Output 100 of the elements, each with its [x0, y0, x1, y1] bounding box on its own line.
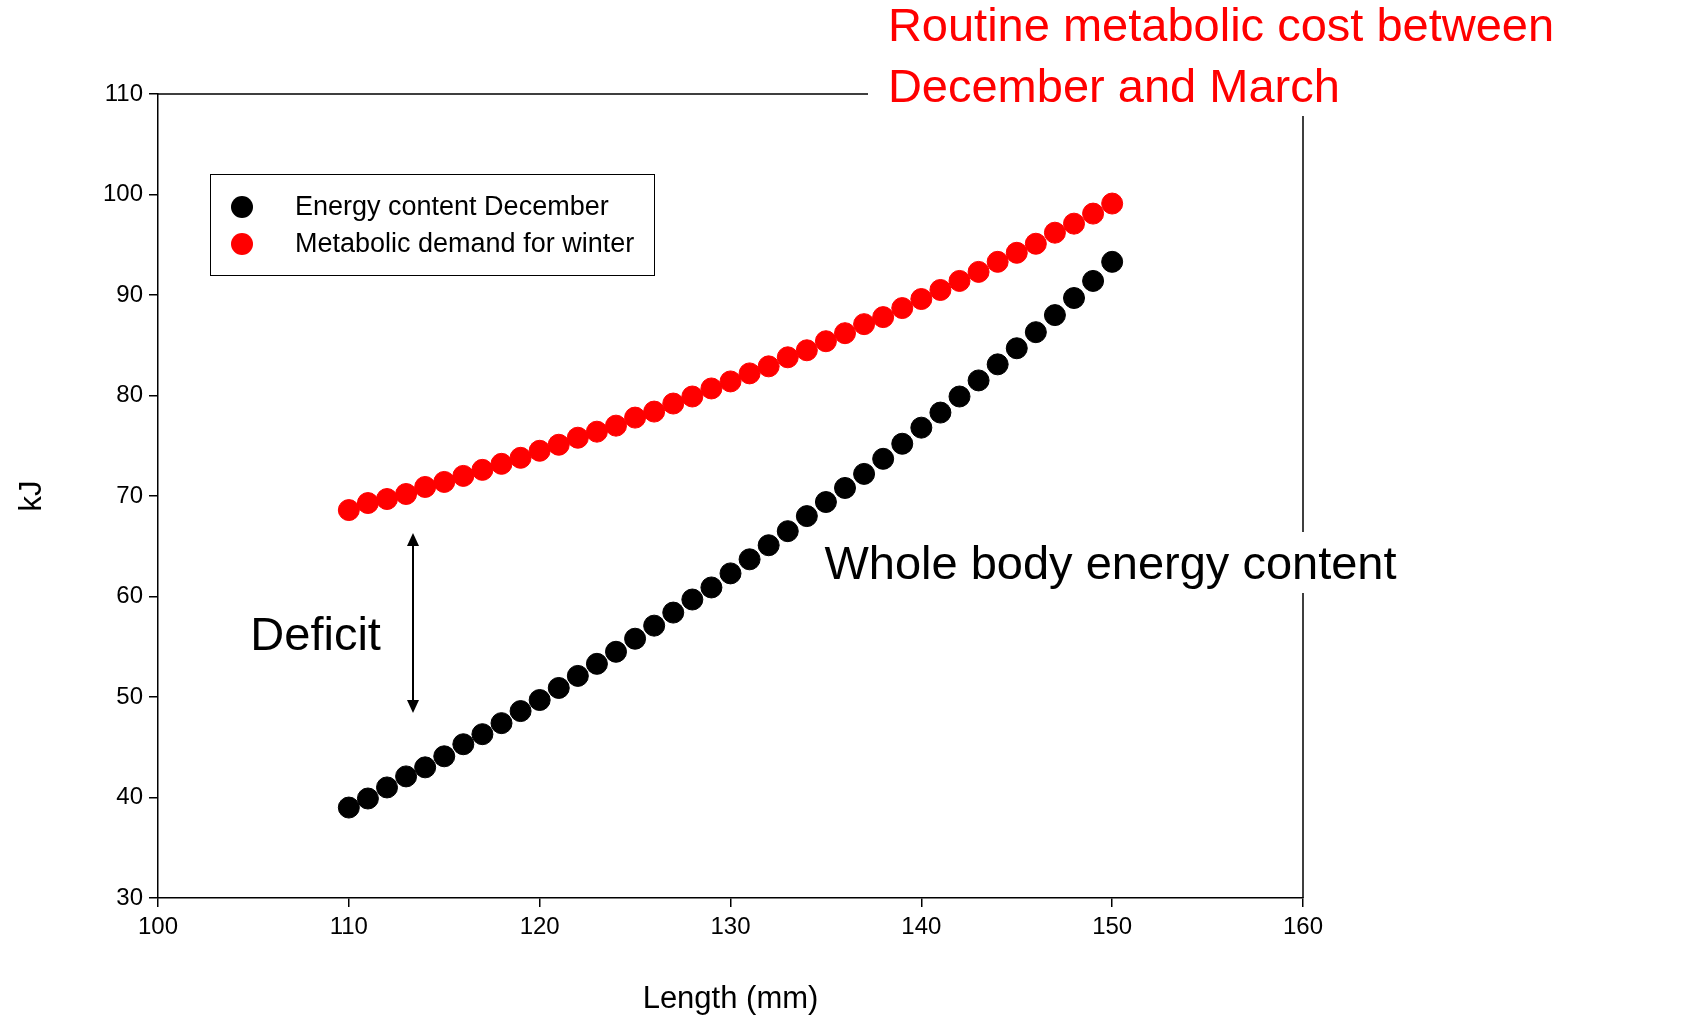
point	[643, 614, 666, 637]
point	[853, 313, 876, 336]
y-tick-label: 60	[116, 581, 143, 609]
point	[700, 377, 723, 400]
point	[891, 432, 914, 455]
point	[356, 492, 379, 515]
point	[528, 439, 551, 462]
point	[1101, 192, 1124, 215]
point	[757, 355, 780, 378]
point	[1082, 202, 1105, 225]
point	[719, 562, 742, 585]
x-tick-label: 140	[901, 912, 942, 940]
point	[1043, 221, 1066, 244]
point	[738, 362, 761, 385]
x-tick-label: 120	[519, 912, 560, 940]
point	[1101, 250, 1124, 273]
point	[662, 601, 685, 624]
point	[376, 776, 398, 799]
y-tick-label: 100	[102, 179, 143, 207]
point	[872, 306, 895, 329]
point	[738, 548, 761, 571]
point	[891, 297, 914, 320]
x-tick-label: 160	[1282, 912, 1324, 940]
point	[547, 433, 570, 456]
point	[490, 712, 513, 735]
point	[605, 640, 627, 663]
y-tick-label: 50	[116, 681, 143, 709]
point	[910, 416, 933, 439]
point	[814, 491, 837, 514]
point	[395, 765, 418, 788]
point	[1063, 287, 1085, 310]
point	[814, 330, 837, 353]
point	[509, 446, 532, 469]
legend-label: Energy content December	[295, 191, 609, 222]
point	[834, 322, 856, 345]
point	[986, 250, 1009, 273]
point	[356, 787, 379, 810]
point	[414, 475, 437, 498]
point	[643, 400, 666, 423]
y-axis-title: kJ	[13, 480, 49, 512]
point	[719, 370, 742, 393]
point	[834, 476, 856, 499]
point	[452, 733, 475, 756]
x-tick-label: 100	[137, 912, 179, 940]
point	[337, 499, 360, 522]
annotation: Whole body energy content	[816, 532, 1405, 594]
point	[1005, 337, 1028, 360]
point	[700, 576, 723, 599]
point	[929, 401, 952, 424]
point	[1043, 304, 1066, 327]
x-tick-label: 130	[710, 912, 751, 940]
x-tick-label: 110	[329, 912, 368, 940]
point	[967, 260, 990, 283]
point	[986, 353, 1009, 376]
point	[605, 414, 627, 437]
point	[509, 700, 532, 723]
point	[433, 470, 456, 493]
point	[853, 462, 876, 485]
point	[337, 796, 360, 819]
y-tick-label: 30	[116, 882, 143, 910]
point	[624, 627, 647, 650]
y-tick-label: 90	[116, 279, 143, 307]
point	[948, 269, 971, 292]
annotation: Routine metabolic cost between December and March	[867, 0, 1648, 117]
point	[662, 392, 685, 415]
point	[471, 723, 494, 746]
point	[471, 458, 494, 481]
legend-label: Metabolic demand for winter	[295, 228, 635, 259]
point	[624, 406, 647, 429]
annotation: Deficit	[250, 605, 381, 662]
point	[547, 676, 570, 699]
point	[376, 488, 398, 511]
point	[1024, 232, 1047, 255]
point	[1063, 212, 1085, 235]
x-axis-title: Length (mm)	[642, 979, 819, 1015]
y-tick-label: 70	[116, 480, 143, 508]
point	[795, 339, 818, 362]
point	[414, 756, 437, 779]
point	[1082, 269, 1105, 292]
point	[585, 420, 608, 443]
point	[566, 426, 589, 449]
point	[872, 447, 895, 470]
x-tick-label: 150	[1092, 912, 1133, 940]
point	[452, 464, 475, 487]
point	[681, 385, 704, 408]
y-tick-label: 80	[116, 380, 143, 408]
y-tick-label: 110	[104, 78, 143, 106]
point	[929, 278, 952, 301]
point	[967, 369, 990, 392]
point	[776, 520, 799, 543]
point	[795, 505, 818, 528]
point	[1005, 241, 1028, 264]
point	[681, 588, 704, 611]
point	[776, 346, 799, 369]
point	[757, 534, 780, 557]
point	[948, 385, 971, 408]
point	[910, 288, 933, 311]
point	[490, 452, 513, 475]
point	[566, 664, 589, 687]
point	[395, 482, 418, 505]
